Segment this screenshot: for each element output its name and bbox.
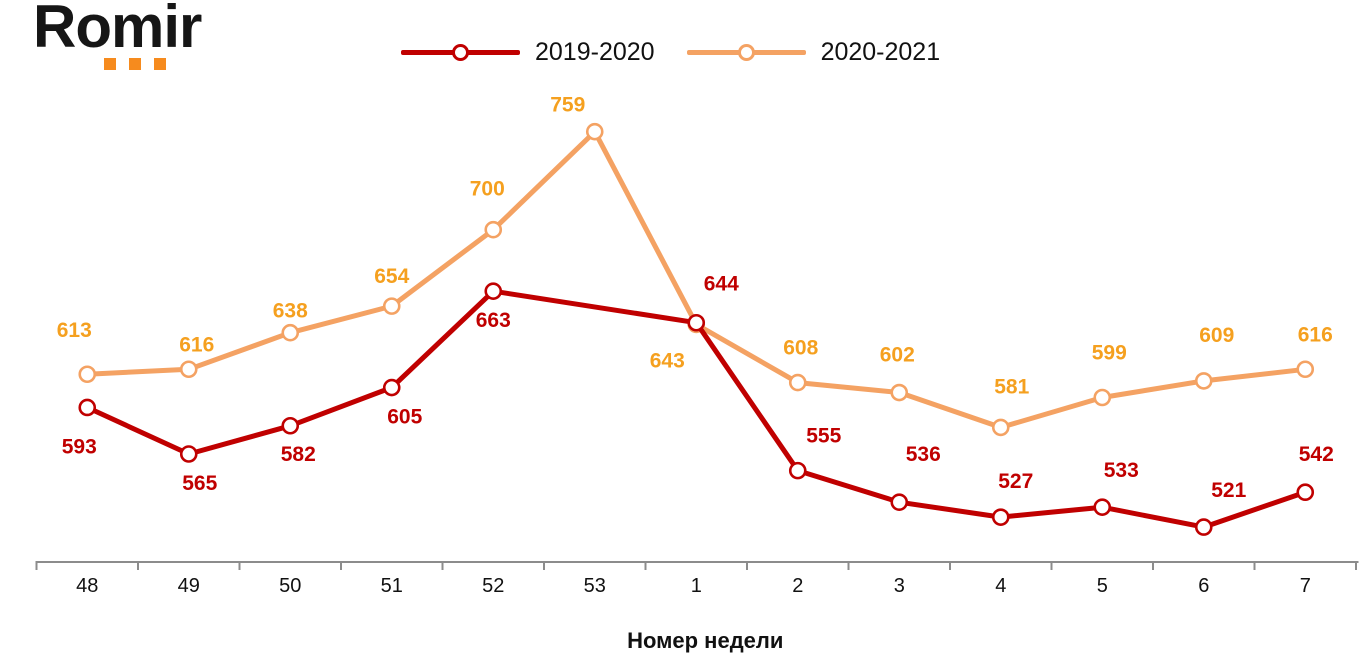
data-label-2019-2020-week-1: 644 xyxy=(704,273,739,296)
data-point-marker-2019-2020-week-50 xyxy=(281,416,300,435)
data-point-marker-2019-2020-week-48 xyxy=(78,398,97,417)
data-point-marker-2020-2021-week-5 xyxy=(1093,388,1112,407)
data-point-marker-2019-2020-week-49 xyxy=(179,445,198,463)
romir-logo: Romir xyxy=(33,0,202,70)
x-tick-label: 3 xyxy=(894,575,905,597)
series-line-2020-2021 xyxy=(84,129,1308,430)
logo-dot xyxy=(129,58,141,70)
data-point-marker-2020-2021-week-49 xyxy=(179,360,198,379)
x-tick-label: 48 xyxy=(76,575,98,597)
data-point-marker-2020-2021-week-7 xyxy=(1296,360,1315,379)
legend-line-swatch-red xyxy=(401,44,520,61)
data-point-marker-2020-2021-week-51 xyxy=(382,297,401,315)
data-label-2020-2021-week-2: 608 xyxy=(783,337,818,360)
legend-line-swatch-orange xyxy=(686,44,806,61)
data-point-marker-2019-2020-week-7 xyxy=(1296,483,1315,502)
data-point-marker-2019-2020-week-2 xyxy=(788,461,807,480)
data-label-2020-2021-week-1: 643 xyxy=(650,349,685,372)
data-label-2020-2021-week-7: 616 xyxy=(1298,323,1333,346)
data-label-2020-2021-week-53: 759 xyxy=(550,94,585,117)
legend-item-2020-2021: 2020-2021 xyxy=(686,38,941,66)
data-point-marker-2019-2020-week-3 xyxy=(890,493,909,511)
series-line-2019-2020 xyxy=(84,288,1308,530)
legend-item-2019-2020: 2019-2020 xyxy=(401,40,655,65)
data-label-2020-2021-week-49: 616 xyxy=(179,333,214,356)
data-point-marker-2020-2021-week-48 xyxy=(78,365,97,384)
x-tick-label: 7 xyxy=(1300,575,1311,597)
data-label-2020-2021-week-4: 581 xyxy=(994,375,1029,398)
data-label-2019-2020-week-49: 565 xyxy=(182,472,217,495)
legend-label-2019-2020: 2019-2020 xyxy=(535,38,655,66)
data-label-2019-2020-week-48: 593 xyxy=(62,435,97,458)
data-label-2019-2020-week-51: 605 xyxy=(387,406,422,429)
data-point-marker-2019-2020-week-6 xyxy=(1194,518,1213,536)
x-axis-title: Номер недели xyxy=(627,628,783,653)
x-tick-label: 5 xyxy=(1097,575,1108,597)
logo-dot xyxy=(154,58,166,70)
data-point-marker-2019-2020-week-51 xyxy=(382,378,401,397)
data-label-2019-2020-week-5: 533 xyxy=(1104,459,1139,482)
legend-marker-icon xyxy=(452,44,469,61)
x-tick-label: 53 xyxy=(584,575,606,597)
x-tick-label: 6 xyxy=(1198,575,1209,597)
chart-legend: 2019-2020 2020-2021 xyxy=(401,40,940,65)
data-label-2019-2020-week-3: 536 xyxy=(906,443,941,466)
data-point-marker-2020-2021-week-4 xyxy=(991,418,1010,437)
x-tick-label: 49 xyxy=(178,575,200,597)
data-point-marker-2019-2020-week-1 xyxy=(687,313,706,332)
x-tick-label: 4 xyxy=(995,575,1006,597)
x-tick-label: 52 xyxy=(482,575,504,597)
data-point-marker-2020-2021-week-2 xyxy=(788,373,807,392)
data-label-2020-2021-week-5: 599 xyxy=(1092,342,1127,365)
data-label-2019-2020-week-2: 555 xyxy=(806,425,841,448)
data-label-2019-2020-week-4: 527 xyxy=(998,470,1033,493)
data-label-2020-2021-week-51: 654 xyxy=(374,265,409,288)
data-point-marker-2020-2021-week-50 xyxy=(281,323,300,342)
data-point-marker-2020-2021-week-3 xyxy=(890,383,909,402)
data-label-2020-2021-week-50: 638 xyxy=(273,300,308,323)
data-point-marker-2020-2021-week-52 xyxy=(484,220,503,239)
romir-logo-text: Romir xyxy=(33,0,202,60)
x-tick-label: 51 xyxy=(381,575,403,597)
data-label-2019-2020-week-52: 663 xyxy=(476,309,511,332)
data-point-marker-2020-2021-week-53 xyxy=(585,122,604,141)
data-label-2020-2021-week-52: 700 xyxy=(470,178,505,201)
x-tick-label: 50 xyxy=(279,575,301,597)
data-label-2019-2020-week-7: 542 xyxy=(1299,443,1334,466)
data-label-2020-2021-week-6: 609 xyxy=(1199,324,1234,347)
data-point-marker-2020-2021-week-6 xyxy=(1194,372,1213,390)
data-point-marker-2019-2020-week-5 xyxy=(1093,498,1112,516)
data-label-2019-2020-week-50: 582 xyxy=(281,443,316,466)
x-tick-label: 1 xyxy=(691,575,702,597)
data-label-2020-2021-week-48: 613 xyxy=(57,319,92,342)
data-point-marker-2019-2020-week-4 xyxy=(991,508,1010,526)
logo-dot xyxy=(104,58,116,70)
legend-marker-icon xyxy=(737,44,755,61)
data-label-2019-2020-week-6: 521 xyxy=(1211,479,1246,502)
data-label-2020-2021-week-3: 602 xyxy=(880,344,915,367)
romir-logo-dots-icon xyxy=(104,58,166,70)
data-point-marker-2019-2020-week-52 xyxy=(484,282,503,300)
x-tick-label: 2 xyxy=(792,575,803,597)
legend-label-2020-2021: 2020-2021 xyxy=(820,38,941,66)
